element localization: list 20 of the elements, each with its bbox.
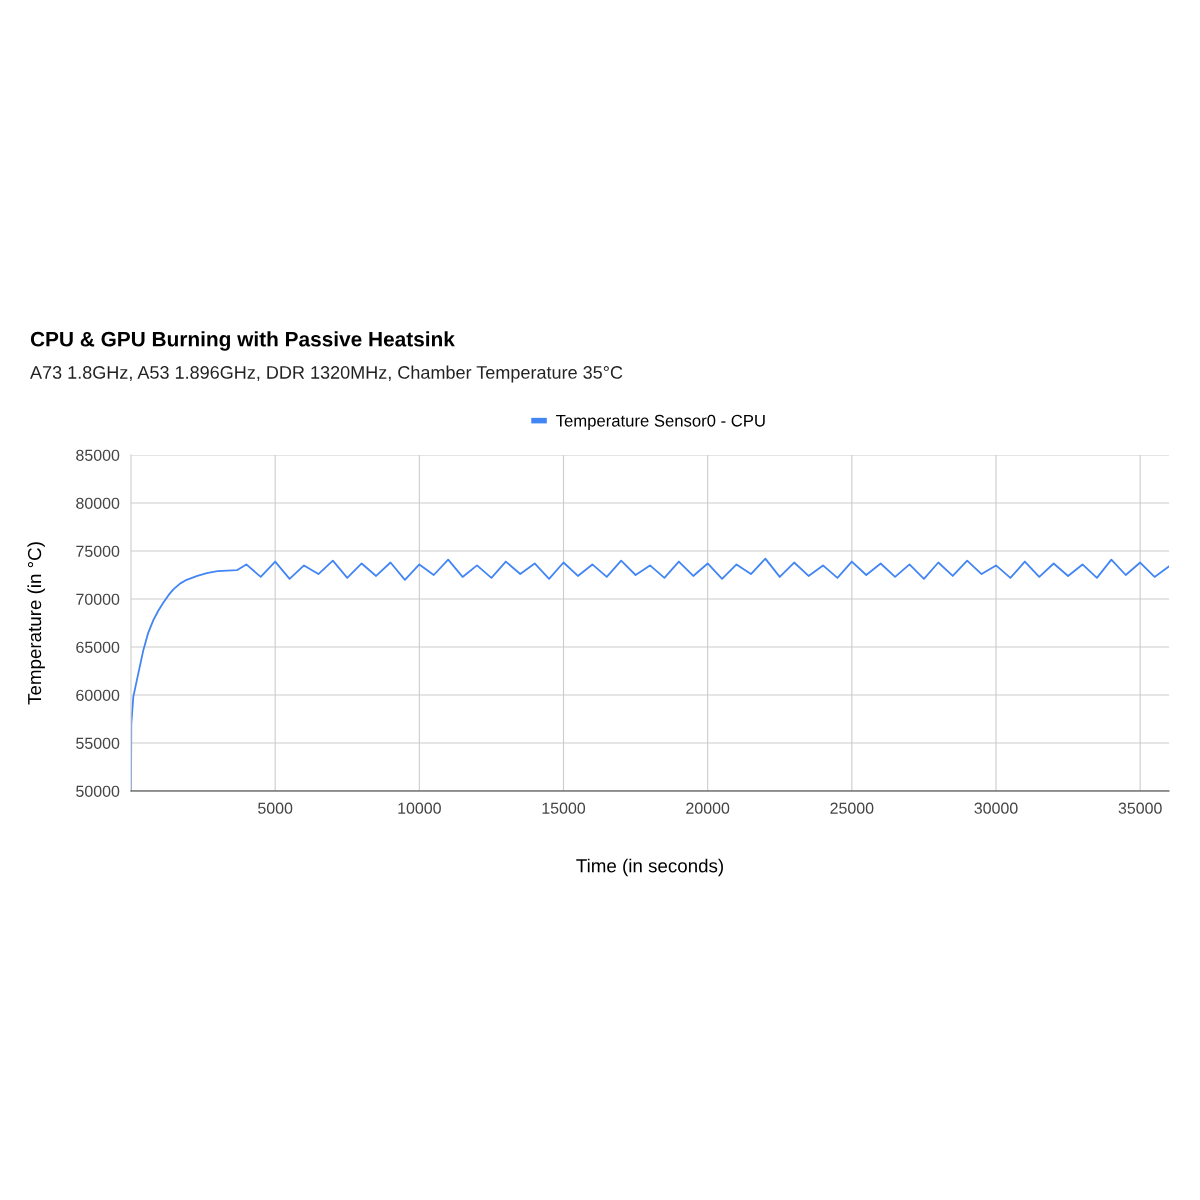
x-tick-label: 30000: [974, 802, 1018, 814]
y-tick-label: 65000: [76, 641, 120, 653]
x-tick-label: 15000: [542, 802, 586, 814]
x-tick-label: 10000: [398, 802, 441, 814]
x-tick-label: 25000: [830, 802, 874, 814]
y-tick-label: 50000: [76, 785, 120, 797]
y-tick-label: 60000: [76, 689, 120, 701]
y-axis-title: Temperature (in °C): [27, 542, 45, 705]
y-tick-label: 80000: [76, 497, 120, 509]
chart-subtitle: A73 1.8GHz, A53 1.896GHz, DDR 1320MHz, Chamber Temperature 35°C: [30, 365, 623, 383]
x-axis-title: Time (in seconds): [576, 858, 723, 877]
x-tick-label: 5000: [258, 802, 293, 814]
chart-title: CPU & GPU Burning with Passive Heatsink: [30, 331, 455, 351]
y-tick-label: 85000: [76, 449, 120, 461]
y-tick-label: 55000: [76, 737, 120, 749]
y-tick-label: 75000: [76, 545, 120, 557]
x-tick-label: 20000: [686, 802, 730, 814]
x-tick-label: 35000: [1118, 802, 1162, 814]
y-tick-label: 70000: [76, 593, 120, 605]
legend-label: Temperature Sensor0 - CPU: [556, 414, 765, 430]
